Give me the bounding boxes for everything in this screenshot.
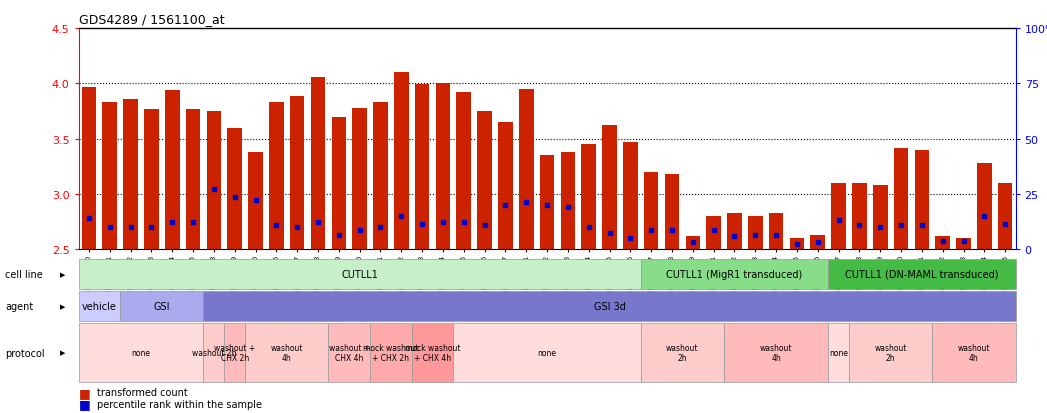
Bar (311, 78, 326, 250)
Bar (394, 73, 408, 250)
Bar (224, 323, 245, 382)
Text: vehicle: vehicle (82, 301, 117, 311)
Bar (519, 90, 534, 250)
Bar (227, 128, 242, 250)
Bar (641, 323, 725, 382)
Text: mock washout
+ CHX 4h: mock washout + CHX 4h (405, 343, 461, 362)
Bar (956, 239, 971, 250)
Bar (79, 291, 120, 321)
Text: GSI: GSI (154, 301, 170, 311)
Bar (768, 214, 783, 250)
Bar (828, 259, 1016, 289)
Bar (456, 93, 471, 250)
Text: washout
4h: washout 4h (760, 343, 793, 362)
Bar (581, 145, 596, 250)
Bar (894, 148, 909, 250)
Bar (79, 323, 203, 382)
Bar (185, 109, 200, 250)
Bar (998, 183, 1012, 250)
Bar (453, 323, 641, 382)
Bar (560, 153, 575, 250)
Text: none: none (537, 348, 557, 357)
Bar (203, 291, 1016, 321)
Bar (436, 84, 450, 250)
Text: ▶: ▶ (60, 303, 66, 309)
Bar (332, 117, 347, 250)
Text: washout +
CHX 4h: washout + CHX 4h (329, 343, 370, 362)
Bar (728, 214, 741, 250)
Text: percentile rank within the sample: percentile rank within the sample (97, 399, 263, 409)
Bar (370, 323, 411, 382)
Text: GSI 3d: GSI 3d (594, 301, 625, 311)
Bar (103, 103, 117, 250)
Text: protocol: protocol (5, 348, 45, 358)
Bar (124, 100, 138, 250)
Text: agent: agent (5, 301, 34, 311)
Bar (725, 323, 828, 382)
Bar (831, 183, 846, 250)
Bar (373, 103, 387, 250)
Bar (477, 112, 492, 250)
Text: washout
2h: washout 2h (874, 343, 907, 362)
Bar (82, 88, 96, 250)
Bar (810, 235, 825, 250)
Bar (290, 96, 305, 250)
Text: washout
4h: washout 4h (270, 343, 303, 362)
Bar (79, 259, 641, 289)
Text: CUTLL1: CUTLL1 (341, 269, 378, 279)
Bar (789, 239, 804, 250)
Text: cell line: cell line (5, 269, 43, 279)
Bar (353, 109, 366, 250)
Text: CUTLL1 (MigR1 transduced): CUTLL1 (MigR1 transduced) (666, 269, 803, 279)
Bar (245, 323, 329, 382)
Text: ▶: ▶ (60, 350, 66, 356)
Bar (849, 323, 932, 382)
Bar (540, 156, 554, 250)
Bar (665, 175, 680, 250)
Text: CUTLL1 (DN-MAML transduced): CUTLL1 (DN-MAML transduced) (845, 269, 999, 279)
Bar (977, 164, 992, 250)
Bar (248, 153, 263, 250)
Bar (623, 143, 638, 250)
Bar (498, 123, 513, 250)
Text: ▶: ▶ (60, 271, 66, 277)
Bar (203, 323, 224, 382)
Bar (120, 291, 203, 321)
Bar (935, 237, 950, 250)
Bar (915, 150, 929, 250)
Bar (411, 323, 453, 382)
Bar (269, 103, 284, 250)
Bar (932, 323, 1016, 382)
Text: ■: ■ (79, 386, 90, 399)
Bar (165, 91, 179, 250)
Bar (641, 259, 828, 289)
Bar (828, 323, 849, 382)
Bar (873, 186, 888, 250)
Text: washout 2h: washout 2h (192, 348, 237, 357)
Text: ■: ■ (79, 397, 90, 411)
Bar (329, 323, 370, 382)
Text: none: none (829, 348, 848, 357)
Text: washout
4h: washout 4h (958, 343, 990, 362)
Text: GDS4289 / 1561100_at: GDS4289 / 1561100_at (79, 13, 224, 26)
Text: mock washout
+ CHX 2h: mock washout + CHX 2h (363, 343, 419, 362)
Text: transformed count: transformed count (97, 387, 188, 397)
Text: washout +
CHX 2h: washout + CHX 2h (214, 343, 255, 362)
Bar (415, 85, 429, 250)
Bar (852, 183, 867, 250)
Bar (707, 217, 721, 250)
Bar (602, 126, 617, 250)
Bar (686, 237, 700, 250)
Bar (748, 217, 762, 250)
Bar (644, 173, 659, 250)
Bar (144, 109, 159, 250)
Bar (206, 112, 221, 250)
Text: none: none (132, 348, 151, 357)
Text: washout
2h: washout 2h (666, 343, 698, 362)
